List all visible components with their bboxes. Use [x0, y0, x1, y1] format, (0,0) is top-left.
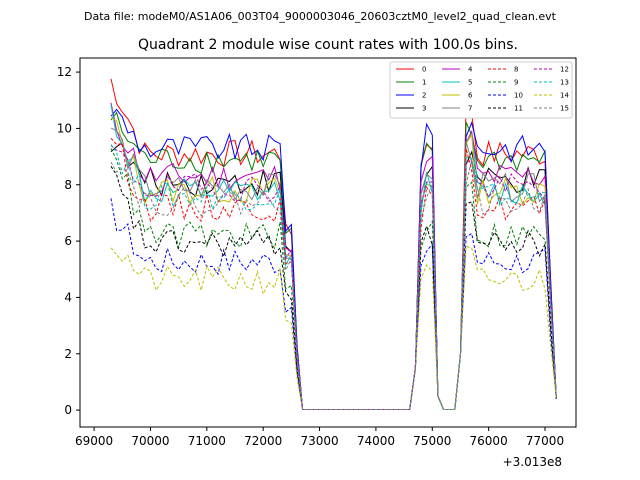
series-line-13 [110, 144, 557, 410]
y-axis: 0 2 4 6 8 10 12 [57, 65, 80, 417]
legend-label-11: 11 [514, 105, 523, 113]
y-tick-label: 0 [64, 403, 72, 417]
x-tick-label: 74000 [357, 434, 395, 448]
y-tick-label: 10 [57, 121, 72, 135]
x-axis: 69000 70000 71000 72000 73000 74000 75000 76000… [75, 427, 564, 448]
legend-label-1: 1 [422, 79, 426, 87]
series-line-12 [110, 145, 557, 410]
legend-label-10: 10 [514, 92, 523, 100]
y-tick-label: 12 [57, 65, 72, 79]
series-line-14 [110, 245, 557, 410]
x-tick-label: 73000 [300, 434, 338, 448]
x-tick-label: 77000 [526, 434, 564, 448]
x-tick-label: 69000 [75, 434, 113, 448]
legend-box [389, 61, 573, 119]
x-tick-label: 70000 [131, 434, 169, 448]
x-tick-label: 75000 [413, 434, 451, 448]
legend-label-12: 12 [560, 66, 569, 74]
x-tick-label: 71000 [188, 434, 226, 448]
chart-title: Quadrant 2 module wise count rates with … [138, 37, 518, 53]
legend-label-7: 7 [468, 105, 472, 113]
y-tick-label: 8 [64, 178, 72, 192]
y-tick-label: 4 [64, 290, 72, 304]
legend-label-6: 6 [468, 92, 473, 100]
y-tick-label: 6 [64, 234, 72, 248]
legend-label-15: 15 [560, 105, 569, 113]
y-tick-label: 2 [64, 347, 72, 361]
legend-label-14: 14 [560, 92, 569, 100]
legend-label-5: 5 [468, 79, 472, 87]
legend-label-8: 8 [514, 66, 518, 74]
x-offset-label: +3.013e8 [503, 455, 562, 469]
x-tick-label: 76000 [470, 434, 508, 448]
x-tick-label: 72000 [244, 434, 282, 448]
series-line-11 [110, 166, 557, 410]
plot-frame [79, 57, 577, 428]
legend-label-0: 0 [422, 66, 426, 74]
legend-label-13: 13 [560, 79, 569, 87]
legend-label-2: 2 [422, 92, 426, 100]
legend-label-4: 4 [468, 66, 473, 74]
series-line-15 [110, 159, 557, 410]
series-layer [110, 78, 557, 410]
suptitle: Data file: modeM0/AS1A06_003T04_90000030… [84, 10, 557, 23]
legend-label-9: 9 [514, 79, 518, 87]
legend-label-3: 3 [422, 105, 426, 113]
